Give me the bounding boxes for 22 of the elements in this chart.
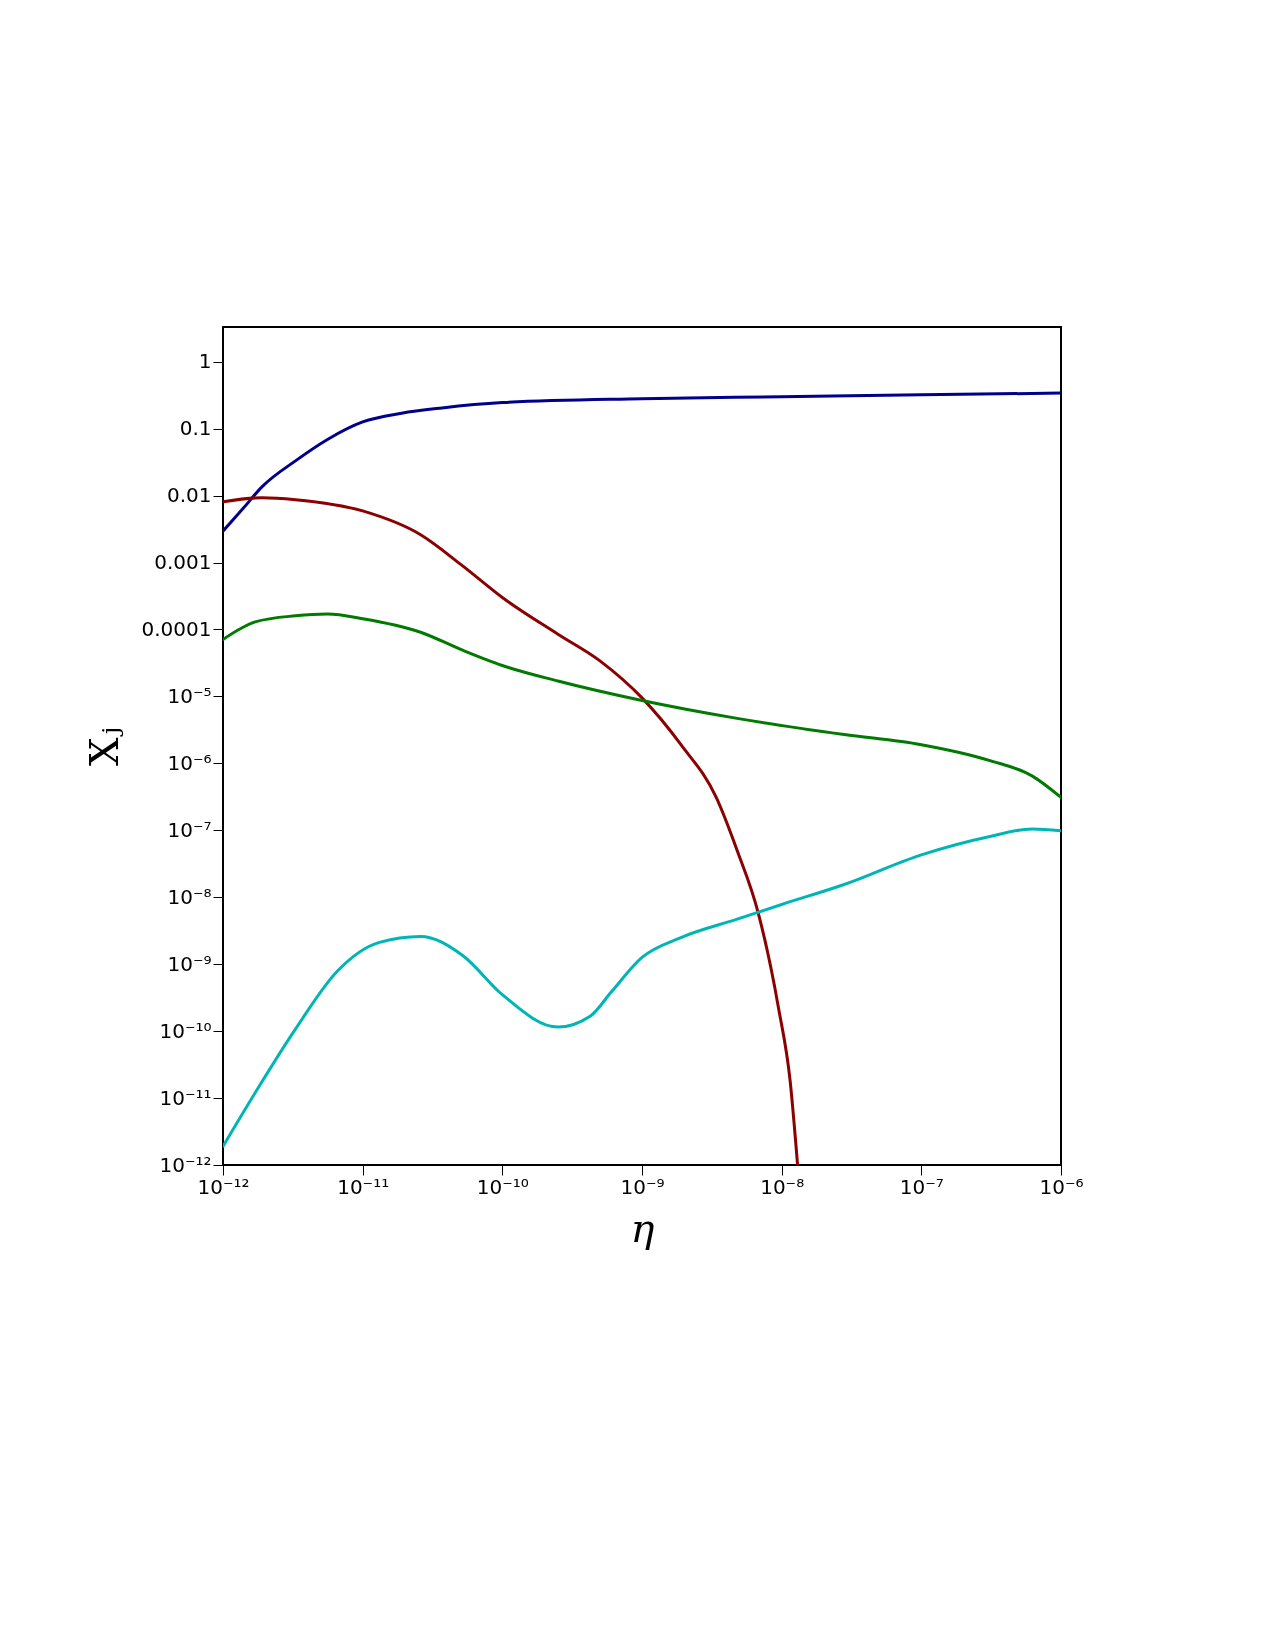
- x-tick-label: 10⁻¹¹: [337, 1174, 390, 1199]
- y-tick-label: 10⁻⁸: [167, 884, 212, 909]
- y-tick-label: 10⁻¹¹: [159, 1085, 212, 1110]
- x-tick-label: 10⁻⁶: [1039, 1174, 1084, 1199]
- x-tick-label: 10⁻⁸: [760, 1174, 805, 1199]
- y-tick-label: 10⁻⁷: [167, 817, 212, 842]
- y-tick-label: 10⁻⁹: [167, 951, 212, 976]
- x-axis-title: η: [630, 1204, 655, 1251]
- y-tick-label: 0.0001: [141, 616, 212, 641]
- y-tick-label: 0.001: [154, 550, 212, 575]
- y-tick-label: 10⁻⁵: [167, 683, 212, 708]
- y-tick-label: 10⁻¹⁰: [159, 1018, 212, 1043]
- x-tick-label: 10⁻⁹: [620, 1174, 665, 1199]
- y-tick-label: 0.1: [179, 416, 212, 441]
- x-tick-label: 10⁻¹²: [197, 1174, 250, 1199]
- x-tick-label: 10⁻⁷: [899, 1174, 944, 1199]
- y-tick-label: 0.01: [166, 483, 212, 508]
- y-tick-label: 1: [198, 349, 212, 374]
- y-axis-title: Xⱼ: [80, 726, 127, 767]
- y-tick-label: 10⁻⁶: [167, 750, 212, 775]
- x-tick-label: 10⁻¹⁰: [476, 1174, 529, 1199]
- y-tick-label: 10⁻¹²: [159, 1152, 212, 1177]
